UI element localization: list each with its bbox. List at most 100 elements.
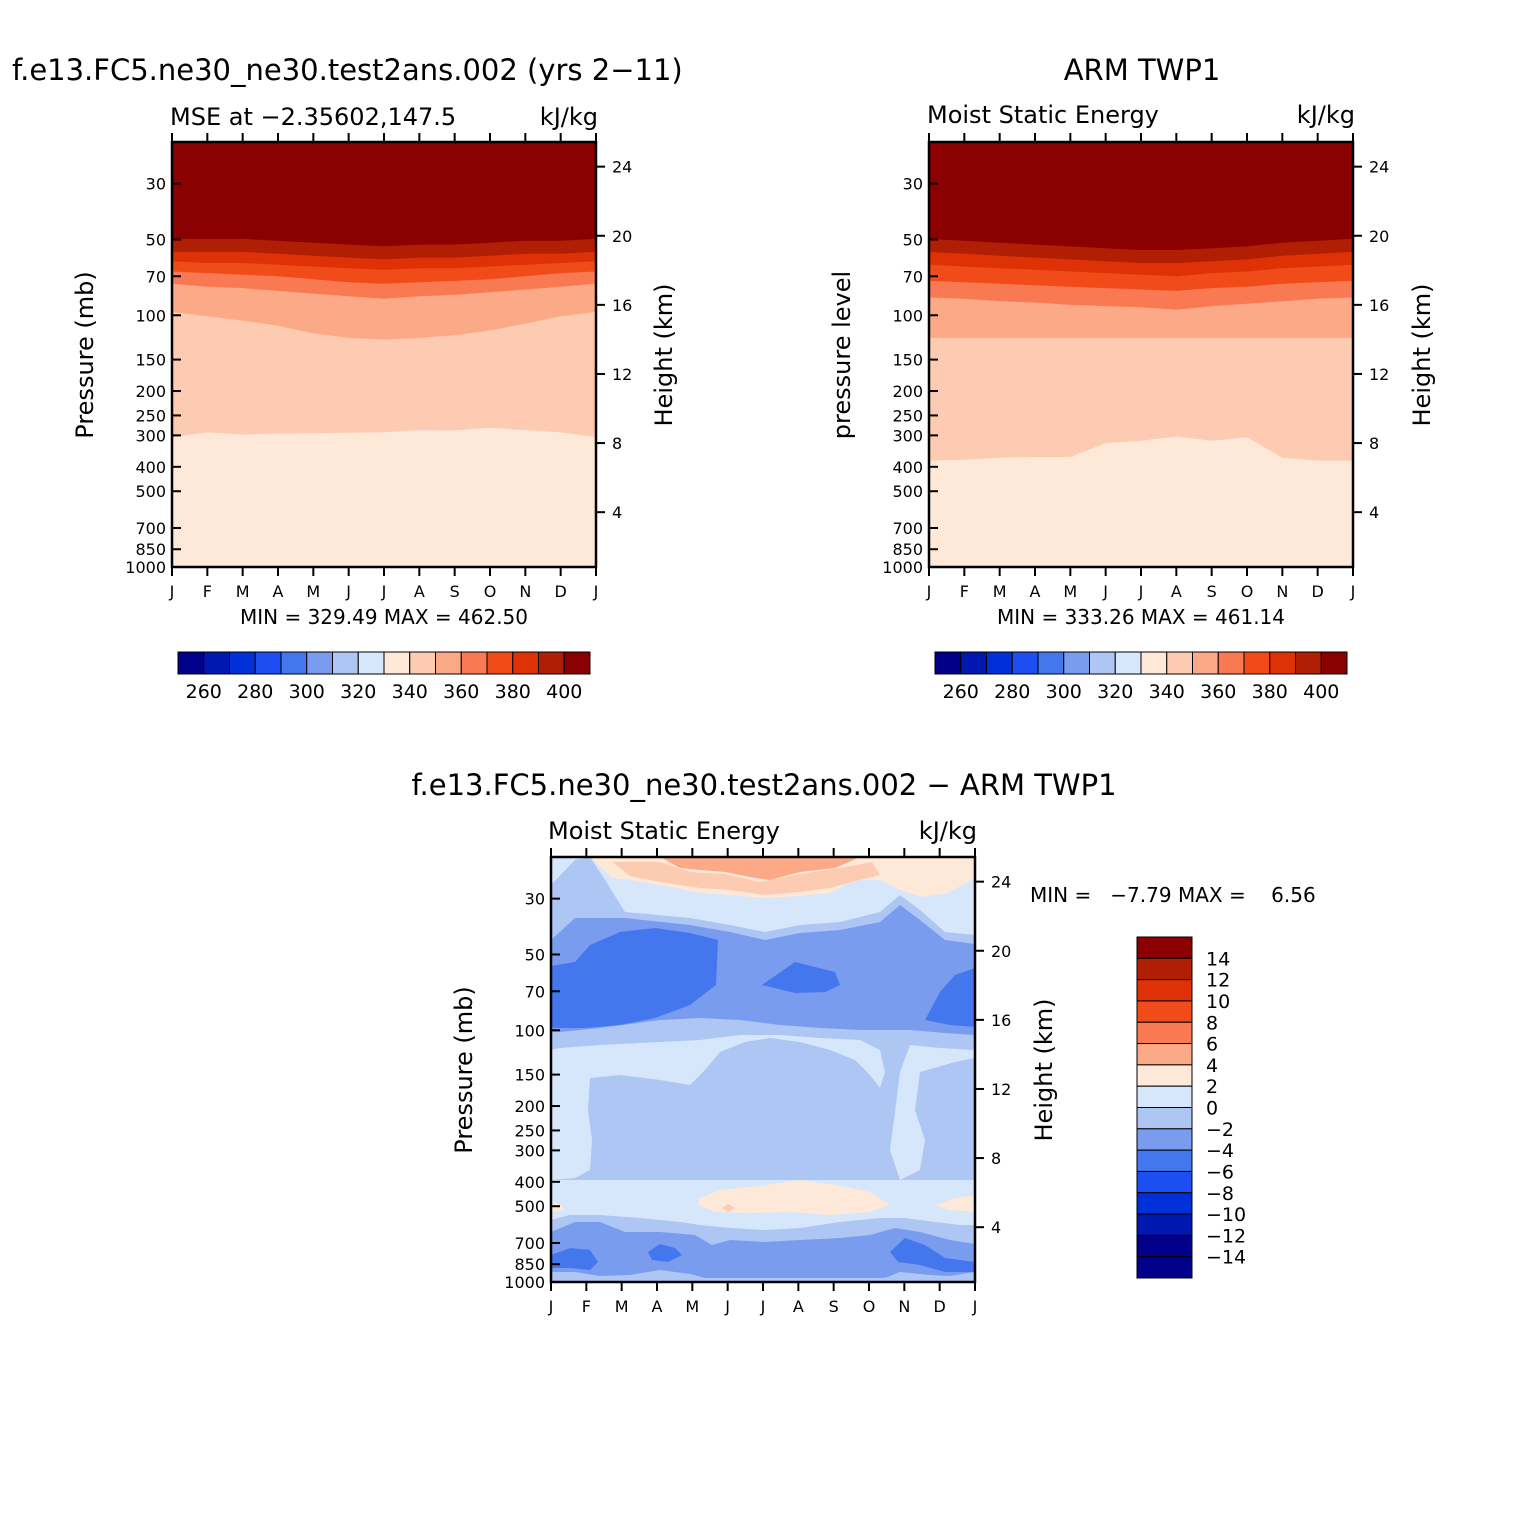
pressure-tick-label: 300 bbox=[135, 426, 166, 445]
panel-diff-subtitle-left: Moist Static Energy bbox=[548, 817, 780, 845]
colorbar-box bbox=[1136, 1021, 1193, 1045]
colorbar-label: 300 bbox=[289, 681, 325, 703]
month-tick-label: J bbox=[593, 582, 599, 601]
colorbar-label: 4 bbox=[1206, 1055, 1218, 1077]
height-tick-label: 16 bbox=[1369, 296, 1389, 315]
colorbar-box bbox=[1136, 1170, 1193, 1194]
month-tick-label: N bbox=[519, 582, 531, 601]
diff-region-core-c bbox=[925, 968, 975, 1027]
colorbar-box bbox=[486, 651, 514, 675]
colorbar-box bbox=[986, 651, 1013, 675]
mse-band-400 bbox=[929, 142, 1353, 250]
colorbar-box bbox=[1136, 1128, 1193, 1151]
month-tick-label: S bbox=[450, 582, 460, 601]
height-tick-label: 4 bbox=[612, 503, 622, 522]
month-tick-label: M bbox=[236, 582, 250, 601]
panel-obs-contour-fills bbox=[929, 142, 1353, 567]
colorbar-label: 340 bbox=[392, 681, 428, 703]
colorbar-box bbox=[409, 651, 436, 675]
panel-obs-ylabel: pressure level bbox=[828, 271, 856, 439]
month-tick-label: A bbox=[793, 1297, 804, 1316]
panel-diff-contour-fills bbox=[551, 857, 975, 1282]
month-tick-label: F bbox=[960, 582, 969, 601]
height-tick-label: 24 bbox=[612, 158, 632, 177]
colorbar-label: 380 bbox=[1252, 681, 1288, 703]
colorbar-box bbox=[1136, 1043, 1193, 1066]
colorbar-label: −8 bbox=[1206, 1183, 1234, 1205]
panel-obs-ylabel-right: Height (km) bbox=[1408, 284, 1436, 427]
pressure-tick-label: 30 bbox=[146, 175, 166, 194]
height-tick-label: 12 bbox=[1369, 365, 1389, 384]
month-tick-label: J bbox=[169, 582, 175, 601]
diff-region-lower-warm bbox=[698, 1180, 890, 1215]
panel-model-subtitle-left: MSE at −2.35602,147.5 bbox=[170, 103, 456, 131]
month-tick-label: A bbox=[273, 582, 284, 601]
panel-obs-subtitle-left: Moist Static Energy bbox=[927, 101, 1159, 129]
panel-diff: f.e13.FC5.ne30_ne30.test2ans.002 − ARM T… bbox=[411, 768, 1315, 1316]
panel-diff-ylabel: Pressure (mb) bbox=[450, 986, 478, 1153]
colorbar-label: 260 bbox=[186, 681, 222, 703]
diff-region-lower-core-c bbox=[890, 1238, 975, 1272]
colorbar-box bbox=[512, 651, 539, 675]
height-tick-label: 16 bbox=[991, 1011, 1011, 1030]
diff-region-lower-core-a bbox=[551, 1248, 598, 1270]
colorbar-box bbox=[1217, 651, 1245, 675]
colorbar-box bbox=[934, 651, 962, 675]
colorbar-box bbox=[1136, 1234, 1193, 1258]
pressure-tick-label: 1000 bbox=[882, 558, 923, 577]
colorbar-box bbox=[229, 651, 256, 675]
pressure-tick-label: 850 bbox=[135, 540, 166, 559]
diff-region-top-mid bbox=[612, 862, 880, 895]
colorbar-box bbox=[1295, 651, 1322, 675]
month-tick-label: J bbox=[926, 582, 932, 601]
colorbar-label: 360 bbox=[443, 681, 479, 703]
colorbar-box bbox=[460, 651, 488, 675]
colorbar-label: −6 bbox=[1206, 1161, 1234, 1183]
month-tick-label: J bbox=[381, 582, 387, 601]
pressure-tick-label: 100 bbox=[135, 306, 166, 325]
colorbar-box bbox=[1136, 957, 1193, 981]
colorbar-box bbox=[1011, 651, 1039, 675]
colorbar-box bbox=[1269, 651, 1296, 675]
colorbar-box bbox=[960, 651, 987, 675]
month-tick-label: A bbox=[414, 582, 425, 601]
colorbar-label: 10 bbox=[1206, 991, 1230, 1013]
month-tick-label: S bbox=[1207, 582, 1217, 601]
height-tick-label: 4 bbox=[991, 1218, 1001, 1237]
diff-region-core-b bbox=[762, 962, 840, 993]
mse-band-400 bbox=[172, 142, 596, 247]
colorbar-box bbox=[1136, 1000, 1193, 1023]
colorbar-label: 300 bbox=[1046, 681, 1082, 703]
pressure-tick-label: 850 bbox=[514, 1255, 545, 1274]
colorbar-label: 360 bbox=[1200, 681, 1236, 703]
month-tick-label: D bbox=[934, 1297, 946, 1316]
month-tick-label: J bbox=[760, 1297, 766, 1316]
height-tick-label: 12 bbox=[991, 1080, 1011, 1099]
pressure-tick-label: 850 bbox=[892, 540, 923, 559]
colorbar-box bbox=[1136, 979, 1193, 1002]
height-tick-label: 20 bbox=[1369, 227, 1389, 246]
pressure-tick-label: 30 bbox=[903, 175, 923, 194]
month-tick-label: J bbox=[1102, 582, 1108, 601]
month-tick-label: M bbox=[306, 582, 320, 601]
colorbar-label: −4 bbox=[1206, 1140, 1234, 1162]
panel-diff-title: f.e13.FC5.ne30_ne30.test2ans.002 − ARM T… bbox=[411, 768, 1116, 802]
panel-obs-colorbar: 260 280 300 320 340 360 380 400 bbox=[934, 651, 1348, 703]
pressure-tick-label: 500 bbox=[514, 1197, 545, 1216]
colorbar-label: 0 bbox=[1206, 1098, 1218, 1120]
height-tick-label: 8 bbox=[991, 1149, 1001, 1168]
pressure-tick-label: 70 bbox=[903, 267, 923, 286]
pressure-tick-label: 70 bbox=[525, 982, 545, 1001]
colorbar-box bbox=[1136, 1213, 1193, 1236]
pressure-tick-label: 200 bbox=[135, 382, 166, 401]
month-tick-label: A bbox=[1030, 582, 1041, 601]
pressure-tick-label: 1000 bbox=[504, 1273, 545, 1292]
colorbar-box bbox=[332, 651, 359, 675]
pressure-tick-label: 300 bbox=[892, 426, 923, 445]
height-tick-label: 12 bbox=[612, 365, 632, 384]
colorbar-label: 340 bbox=[1149, 681, 1185, 703]
month-tick-label: N bbox=[898, 1297, 910, 1316]
colorbar-box bbox=[254, 651, 282, 675]
